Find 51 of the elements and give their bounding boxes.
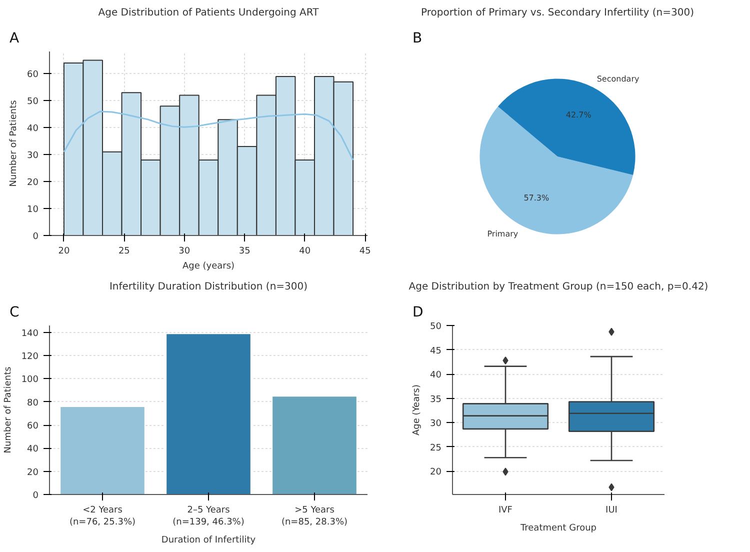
x-tick-label: 35 — [238, 246, 250, 256]
x-tick-label: IVF — [498, 506, 513, 516]
x-tick-label: 30 — [178, 246, 190, 256]
data-label: 42.7% — [566, 110, 592, 120]
x-axis-title: Age (years) — [182, 262, 235, 272]
x-tick-label: 40 — [299, 246, 311, 256]
y-tick-label: 40 — [27, 124, 39, 134]
y-tick-label: 60 — [27, 422, 39, 432]
y-axis-title: Number of Patients — [9, 100, 20, 187]
y-tick-label: 120 — [21, 352, 39, 362]
x-tick-label: >5 Years (n=85, 28.3%) — [281, 506, 348, 528]
x-tick-label: 25 — [118, 246, 130, 256]
y-tick-label: 0 — [32, 232, 39, 242]
text: D — [412, 304, 424, 320]
y-tick-label: 100 — [21, 375, 39, 386]
text: A — [10, 30, 20, 46]
y-tick-label: 20 — [430, 468, 442, 478]
chart-title: Proportion of Primary vs. Secondary Infertility (n=300) — [421, 8, 694, 18]
text: C — [10, 304, 20, 320]
slice-label: Secondary — [596, 74, 640, 84]
x-tick-label: <2 Years (n=76, 25.3%) — [69, 506, 136, 528]
y-tick-label: 10 — [27, 205, 39, 216]
y-tick-label: 40 — [430, 370, 442, 381]
y-tick-label: 25 — [430, 443, 442, 454]
y-tick-label: 40 — [27, 444, 39, 455]
chart-title: Age Distribution by Treatment Group (n=150 each, p=0.42) — [408, 282, 708, 292]
chart-title: Age Distribution of Patients Undergoing ART — [98, 8, 320, 18]
x-axis-title: Duration of Infertility — [161, 536, 256, 546]
y-tick-label: 20 — [27, 468, 39, 478]
y-tick-label: 0 — [32, 491, 39, 501]
x-tick-label: 45 — [359, 246, 371, 256]
y-tick-label: 30 — [27, 151, 39, 162]
y-tick-label: 50 — [430, 322, 442, 332]
slice-label: Primary — [487, 230, 518, 239]
data-label: 57.3% — [524, 194, 550, 203]
y-axis-title: Age (Years) — [412, 384, 422, 436]
y-tick-label: 60 — [27, 70, 39, 80]
y-tick-label: 50 — [27, 97, 39, 108]
chart-title: Infertility Duration Distribution (n=300) — [109, 282, 308, 292]
y-tick-label: 20 — [27, 178, 39, 188]
y-tick-label: 30 — [430, 419, 442, 430]
y-tick-label: 80 — [27, 398, 39, 408]
x-tick-label: 2–5 Years (n=139, 46.3%) — [172, 506, 244, 528]
y-axis-title: Number of Patients — [3, 366, 14, 454]
text: B — [412, 30, 422, 46]
x-tick-label: 20 — [58, 246, 70, 256]
x-axis-title: Treatment Group — [519, 524, 597, 534]
y-tick-label: 140 — [21, 328, 39, 339]
y-tick-label: 35 — [430, 394, 442, 405]
x-tick-label: IUI — [606, 506, 618, 516]
y-tick-label: 45 — [430, 346, 442, 356]
